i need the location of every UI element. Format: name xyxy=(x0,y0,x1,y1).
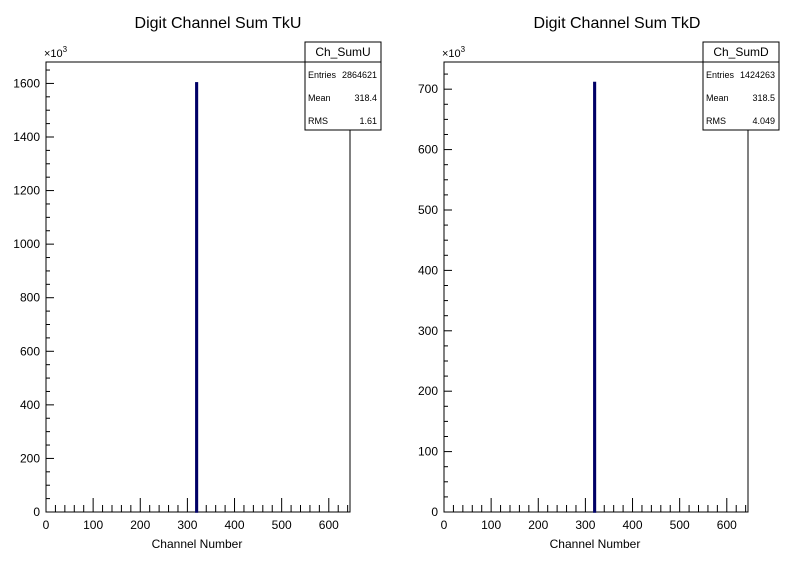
stats-value-entries: 1424263 xyxy=(740,70,775,80)
y-tick-label: 400 xyxy=(418,263,438,277)
x-tick-label: 400 xyxy=(225,518,245,532)
y-tick-label: 200 xyxy=(20,451,40,465)
stats-value-mean: 318.4 xyxy=(354,93,377,103)
chart-title: Digit Channel Sum TkU xyxy=(135,15,302,32)
x-axis: 0 100 200 300 400 500 600 xyxy=(43,498,349,532)
histogram-panel-tku: Digit Channel Sum TkU ×103 0 200 400 600 800… xyxy=(13,15,382,551)
stats-label-rms: RMS xyxy=(706,116,726,126)
y-tick-label: 400 xyxy=(20,398,40,412)
y-axis: 0 100 200 300 400 500 600 700 xyxy=(418,73,452,519)
stats-box: Ch_SumD Entries 1424263 Mean 318.5 RMS 4… xyxy=(702,41,780,131)
y-tick-label: 300 xyxy=(418,324,438,338)
y-multiplier: ×103 xyxy=(442,45,466,60)
stats-label-mean: Mean xyxy=(308,93,331,103)
y-tick-label: 0 xyxy=(33,505,40,519)
histogram-bar xyxy=(593,81,597,513)
y-axis: 0 200 400 600 800 1000 1200 1400 1600 xyxy=(13,69,54,519)
stats-title: Ch_SumU xyxy=(315,45,370,59)
x-tick-label: 500 xyxy=(272,518,292,532)
y-tick-label: 800 xyxy=(20,291,40,305)
stats-value-mean: 318.5 xyxy=(752,93,775,103)
x-tick-label: 600 xyxy=(717,518,737,532)
stats-value-rms: 4.049 xyxy=(752,116,775,126)
stats-label-entries: Entries xyxy=(308,70,337,80)
x-tick-label: 200 xyxy=(528,518,548,532)
stats-label-entries: Entries xyxy=(706,70,735,80)
y-tick-label: 700 xyxy=(418,82,438,96)
x-tick-label: 500 xyxy=(670,518,690,532)
x-tick-label: 100 xyxy=(481,518,501,532)
y-tick-label: 500 xyxy=(418,203,438,217)
histogram-panel-tkd: Digit Channel Sum TkD ×103 0 100 200 300 400… xyxy=(418,15,780,551)
bars xyxy=(593,81,597,513)
x-axis-label: Channel Number xyxy=(152,537,243,551)
x-tick-label: 300 xyxy=(177,518,197,532)
y-tick-label: 1600 xyxy=(13,76,40,90)
x-tick-label: 100 xyxy=(83,518,103,532)
chart-title: Digit Channel Sum TkD xyxy=(534,15,701,32)
x-tick-label: 600 xyxy=(319,518,339,532)
x-tick-label: 300 xyxy=(575,518,595,532)
y-tick-label: 1000 xyxy=(13,237,40,251)
y-tick-label: 600 xyxy=(418,143,438,157)
stats-value-entries: 2864621 xyxy=(342,70,377,80)
y-tick-label: 200 xyxy=(418,384,438,398)
x-tick-label: 0 xyxy=(441,518,448,532)
x-axis-label: Channel Number xyxy=(550,537,641,551)
y-tick-label: 1400 xyxy=(13,130,40,144)
stats-value-rms: 1.61 xyxy=(359,116,377,126)
y-tick-label: 600 xyxy=(20,344,40,358)
x-tick-label: 400 xyxy=(623,518,643,532)
stats-label-mean: Mean xyxy=(706,93,729,103)
x-axis: 0 100 200 300 400 500 600 xyxy=(441,498,747,532)
x-tick-label: 0 xyxy=(43,518,50,532)
stats-box: Ch_SumU Entries 2864621 Mean 318.4 RMS 1… xyxy=(304,41,382,131)
histogram-bar xyxy=(195,82,199,513)
y-multiplier: ×103 xyxy=(44,45,68,60)
x-tick-label: 200 xyxy=(130,518,150,532)
y-tick-label: 100 xyxy=(418,445,438,459)
stats-label-rms: RMS xyxy=(308,116,328,126)
stats-title: Ch_SumD xyxy=(713,45,769,59)
bars xyxy=(195,82,199,513)
y-tick-label: 1200 xyxy=(13,184,40,198)
y-tick-label: 0 xyxy=(431,505,438,519)
